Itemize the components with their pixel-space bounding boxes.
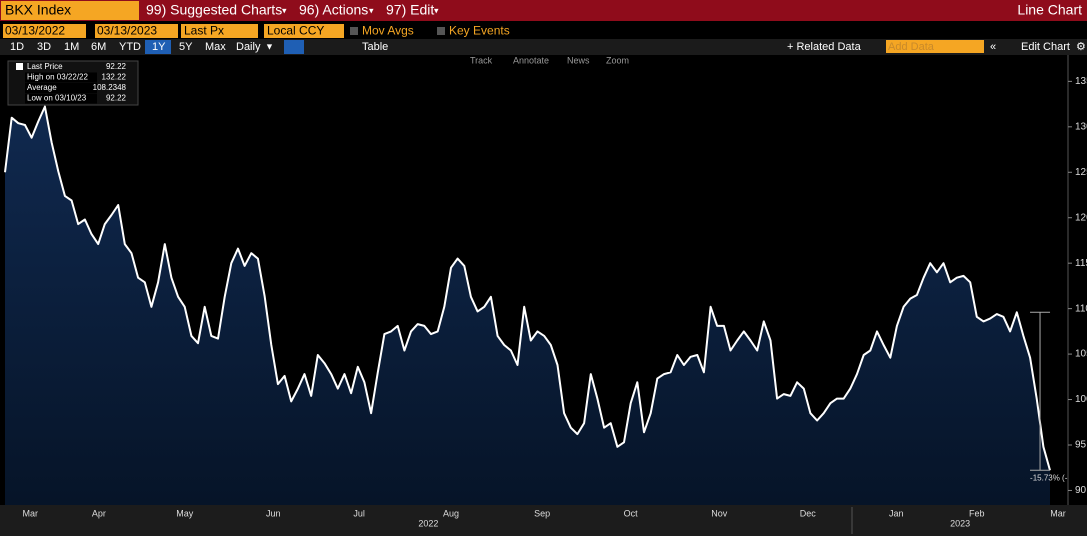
period[interactable]: 1Y xyxy=(152,41,166,53)
legend: Last Price 92.22 High on 03/22/22 132.22 Ave… xyxy=(7,60,139,106)
y-tick-label: 120 xyxy=(1075,212,1087,223)
annotation: -15.73% (- xyxy=(1030,473,1068,482)
option: Mov Avgs xyxy=(362,24,414,38)
legend-label: High on 03/22/22 xyxy=(27,73,88,82)
settings[interactable]: ⚙ xyxy=(1076,41,1086,53)
legend-value: 132.22 xyxy=(102,73,127,82)
checkbox[interactable] xyxy=(437,27,445,35)
view-name: Line Chart xyxy=(1017,2,1082,18)
field-input[interactable] xyxy=(181,24,258,38)
date-input[interactable] xyxy=(95,24,178,38)
legend-label: Average xyxy=(27,83,57,92)
legend-label: Last Price xyxy=(27,62,63,71)
related-data[interactable]: + Related Data xyxy=(787,41,862,53)
period[interactable]: YTD xyxy=(119,41,141,53)
x-tick-label: Jan xyxy=(889,508,904,518)
edit-chart[interactable]: Edit Chart xyxy=(1021,41,1070,53)
line-icon[interactable] xyxy=(284,40,304,54)
period[interactable]: 5Y xyxy=(179,41,193,53)
y-tick-label: 95 xyxy=(1075,440,1087,451)
y-tick-label: 110 xyxy=(1075,303,1087,314)
menu-arrow: ▾ xyxy=(282,5,287,15)
x-tick-label: Feb xyxy=(969,508,985,518)
legend-label-bg xyxy=(25,72,97,83)
y-tick-label: 100 xyxy=(1075,394,1087,405)
legend-label-bg xyxy=(25,93,97,104)
period-selected xyxy=(145,40,171,54)
dropdown-arrow: ▼ xyxy=(265,41,274,51)
option: Key Events xyxy=(449,24,510,38)
security: BKX Index xyxy=(5,2,71,18)
area xyxy=(5,106,1050,505)
chart-tool[interactable]: Annotate xyxy=(513,55,549,65)
year-label: 2023 xyxy=(950,518,970,528)
legend-value: 92.22 xyxy=(106,62,127,71)
x-tick-label: Oct xyxy=(624,508,639,518)
periods: 1D 3D 1M 6M YTD 1Y 5Y Max xyxy=(10,41,226,53)
start-date: 03/13/2022 xyxy=(5,24,65,38)
x-tick-label: Nov xyxy=(711,508,728,518)
currency: Local CCY xyxy=(267,24,324,38)
options-bar xyxy=(0,39,1087,55)
period[interactable]: 6M xyxy=(91,41,106,53)
chart-tool[interactable]: Track xyxy=(470,55,493,65)
menu-arrow: ▾ xyxy=(369,5,374,15)
frequency[interactable]: Daily xyxy=(236,41,261,53)
menu[interactable]: 97) Edit xyxy=(386,2,434,18)
year-label: 2022 xyxy=(418,518,438,528)
end-date: 03/13/2023 xyxy=(97,24,157,38)
x-tick-label: May xyxy=(176,508,194,518)
security-input[interactable] xyxy=(1,1,139,20)
chart-tool[interactable]: News xyxy=(567,55,590,65)
line xyxy=(4,105,1051,471)
y-tick-label: 125 xyxy=(1075,167,1087,178)
y-tick-label: 130 xyxy=(1075,121,1087,132)
period[interactable]: 1M xyxy=(64,41,79,53)
x-tick-label: Aug xyxy=(443,508,459,518)
title-bar xyxy=(0,0,1087,21)
x-tick-label: Mar xyxy=(1050,508,1066,518)
legend-value: 108.2348 xyxy=(93,83,127,92)
menu[interactable]: 96) Actions xyxy=(299,2,368,18)
collapse[interactable]: « xyxy=(990,41,996,53)
field: Last Px xyxy=(184,24,224,38)
y-tick-label: 135 xyxy=(1075,76,1087,87)
x-axis-band xyxy=(0,505,1087,536)
add-data-input[interactable] xyxy=(886,40,984,53)
legend-value: 92.22 xyxy=(106,94,127,103)
chart-tool[interactable]: Zoom xyxy=(606,55,629,65)
period[interactable]: Max xyxy=(205,41,226,53)
period[interactable]: 3D xyxy=(37,41,51,53)
date-input[interactable] xyxy=(3,24,86,38)
y-tick-label: 105 xyxy=(1075,349,1087,360)
axes: 90 95 100 105 110 115 120 125 130 135 Mar Apr May Jun… xyxy=(23,76,1087,528)
add-data: Add Data xyxy=(888,41,935,53)
currency-input[interactable] xyxy=(264,24,344,38)
x-tick-label: Apr xyxy=(92,508,106,518)
y-tick-label: 115 xyxy=(1075,258,1087,269)
legend-swatch xyxy=(16,63,23,70)
legend-label-bg xyxy=(25,83,97,93)
chart-tools: Track Annotate News Zoom xyxy=(470,55,629,65)
plot: -15.73% (- xyxy=(4,105,1068,505)
table-button[interactable]: Table xyxy=(362,41,388,53)
checkbox[interactable] xyxy=(350,27,358,35)
period[interactable]: 1D xyxy=(10,41,24,53)
x-tick-label: Dec xyxy=(800,508,817,518)
menu-arrow: ▾ xyxy=(434,5,439,15)
legend-label: Low on 03/10/23 xyxy=(27,94,87,103)
y-tick-label: 90 xyxy=(1075,485,1087,496)
x-tick-label: Jul xyxy=(353,508,365,518)
x-tick-label: Sep xyxy=(534,508,550,518)
menu[interactable]: 99) Suggested Charts xyxy=(146,2,282,18)
x-tick-label: Jun xyxy=(266,508,281,518)
x-tick-label: Mar xyxy=(23,508,39,518)
